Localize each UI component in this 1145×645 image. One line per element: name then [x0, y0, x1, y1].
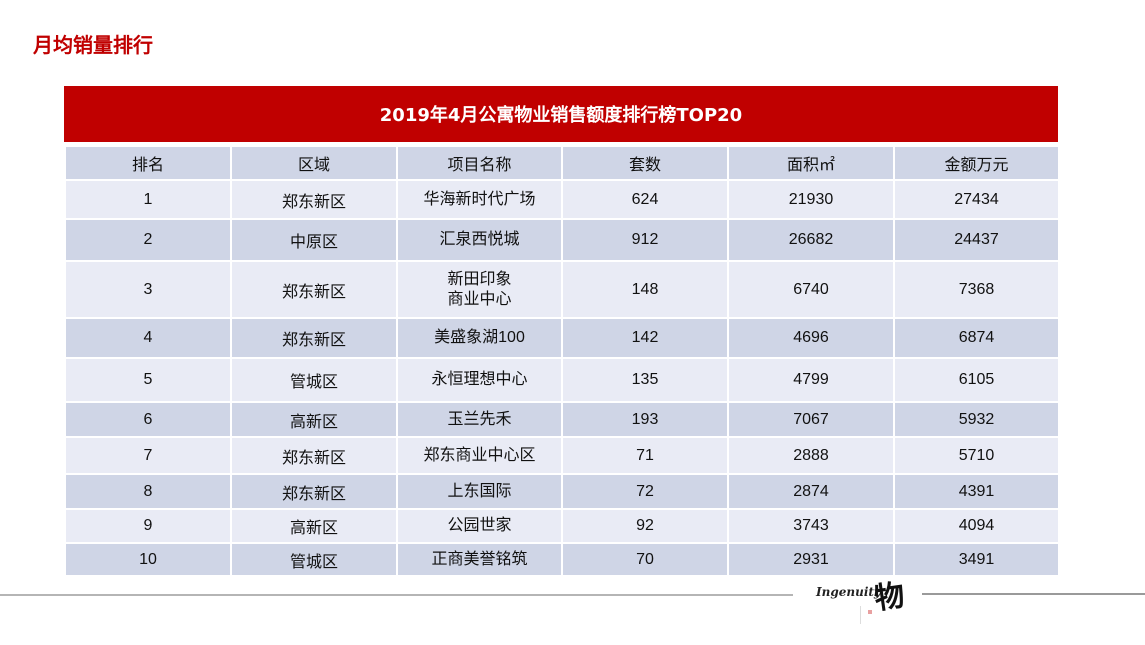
project-name: 郑东商业中心区 — [423, 446, 536, 464]
cell-district: 郑东新区 — [230, 260, 398, 319]
project-name: 上东国际 — [447, 482, 512, 500]
table-header-row: 排名 区域 项目名称 套数 面积㎡ 金额万元 — [64, 145, 1060, 181]
table-row: 2 中原区 汇泉西悦城 912 26682 24437 — [64, 218, 1060, 262]
cell-area: 2931 — [727, 542, 895, 577]
cell-district: 中原区 — [230, 218, 398, 262]
cell-district: 郑东新区 — [230, 317, 398, 359]
ranking-table: 排名 区域 项目名称 套数 面积㎡ 金额万元 1 郑东新区 华海新时代广场 62… — [64, 145, 1060, 577]
page-heading: 月均销量排行 — [33, 33, 153, 57]
table-row: 6 高新区 玉兰先禾 193 7067 5932 — [64, 401, 1060, 438]
table-row: 7 郑东新区 郑东商业中心区 71 2888 5710 — [64, 436, 1060, 475]
cell-units: 142 — [561, 317, 729, 359]
column-header-district: 区域 — [230, 145, 398, 181]
cell-amount: 6874 — [893, 317, 1060, 359]
cell-amount: 6105 — [893, 357, 1060, 403]
logo-seal-line — [860, 606, 861, 624]
table-title: 2019年4月公寓物业销售额度排行榜TOP20 — [64, 86, 1058, 145]
cell-rank: 6 — [64, 401, 232, 438]
cell-rank: 5 — [64, 357, 232, 403]
project-name: 华海新时代广场 — [423, 190, 536, 208]
project-name: 玉兰先禾 — [447, 410, 512, 428]
project-name: 正商美誉铭筑 — [431, 550, 528, 568]
cell-units: 912 — [561, 218, 729, 262]
cell-area: 3743 — [727, 508, 895, 544]
cell-rank: 8 — [64, 473, 232, 510]
cell-amount: 7368 — [893, 260, 1060, 319]
table-row: 4 郑东新区 美盛象湖100 142 4696 6874 — [64, 317, 1060, 359]
column-header-amount: 金额万元 — [893, 145, 1060, 181]
cell-units: 72 — [561, 473, 729, 510]
cell-area: 2874 — [727, 473, 895, 510]
calligraphy-logo-icon: 物 — [872, 578, 907, 617]
cell-area: 26682 — [727, 218, 895, 262]
cell-district: 高新区 — [230, 401, 398, 438]
cell-units: 624 — [561, 179, 729, 220]
cell-amount: 5710 — [893, 436, 1060, 475]
cell-project: 公园世家 — [396, 508, 563, 544]
cell-district: 郑东新区 — [230, 436, 398, 475]
project-name: 公园世家 — [447, 517, 512, 534]
cell-amount: 27434 — [893, 179, 1060, 220]
table-row: 5 管城区 永恒理想中心 135 4799 6105 — [64, 357, 1060, 403]
cell-district: 郑东新区 — [230, 473, 398, 510]
cell-area: 4696 — [727, 317, 895, 359]
cell-units: 71 — [561, 436, 729, 475]
cell-area: 4799 — [727, 357, 895, 403]
cell-amount: 4094 — [893, 508, 1060, 544]
cell-project: 永恒理想中心 — [396, 357, 563, 403]
cell-district: 高新区 — [230, 508, 398, 544]
column-header-units: 套数 — [561, 145, 729, 181]
cell-project: 新田印象 商业中心 — [396, 260, 563, 319]
cell-project: 华海新时代广场 — [396, 179, 563, 220]
footer-divider-left — [0, 594, 793, 596]
cell-units: 193 — [561, 401, 729, 438]
cell-area: 7067 — [727, 401, 895, 438]
project-name: 汇泉西悦城 — [439, 231, 520, 248]
ranking-table-container: 2019年4月公寓物业销售额度排行榜TOP20 排名 区域 项目名称 套数 面积… — [64, 86, 1060, 577]
project-name: 永恒理想中心 — [431, 371, 528, 388]
column-header-project: 项目名称 — [396, 145, 563, 181]
cell-rank: 10 — [64, 542, 232, 577]
cell-rank: 9 — [64, 508, 232, 544]
ingenuity-logo: Ingenuity 物 — [812, 572, 920, 624]
cell-units: 70 — [561, 542, 729, 577]
cell-amount: 3491 — [893, 542, 1060, 577]
cell-project: 郑东商业中心区 — [396, 436, 563, 475]
table-row: 1 郑东新区 华海新时代广场 624 21930 27434 — [64, 179, 1060, 220]
project-name-line-1: 新田印象 — [447, 270, 512, 288]
cell-rank: 4 — [64, 317, 232, 359]
cell-rank: 1 — [64, 179, 232, 220]
cell-amount: 5932 — [893, 401, 1060, 438]
cell-district: 郑东新区 — [230, 179, 398, 220]
cell-amount: 24437 — [893, 218, 1060, 262]
cell-units: 92 — [561, 508, 729, 544]
cell-district: 管城区 — [230, 357, 398, 403]
table-row: 3 郑东新区 新田印象 商业中心 148 6740 7368 — [64, 260, 1060, 319]
project-name-line-2: 商业中心 — [447, 290, 512, 308]
column-header-rank: 排名 — [64, 145, 232, 181]
cell-rank: 2 — [64, 218, 232, 262]
cell-rank: 7 — [64, 436, 232, 475]
cell-project: 上东国际 — [396, 473, 563, 510]
cell-project: 汇泉西悦城 — [396, 218, 563, 262]
cell-district: 管城区 — [230, 542, 398, 577]
cell-project: 美盛象湖100 — [396, 317, 563, 359]
column-header-area: 面积㎡ — [727, 145, 895, 181]
cell-rank: 3 — [64, 260, 232, 319]
table-row: 10 管城区 正商美誉铭筑 70 2931 3491 — [64, 542, 1060, 577]
cell-units: 148 — [561, 260, 729, 319]
cell-amount: 4391 — [893, 473, 1060, 510]
cell-project: 玉兰先禾 — [396, 401, 563, 438]
footer-divider-right — [922, 593, 1145, 595]
table-row: 8 郑东新区 上东国际 72 2874 4391 — [64, 473, 1060, 510]
table-row: 9 高新区 公园世家 92 3743 4094 — [64, 508, 1060, 544]
cell-project: 正商美誉铭筑 — [396, 542, 563, 577]
cell-area: 2888 — [727, 436, 895, 475]
cell-area: 6740 — [727, 260, 895, 319]
project-name: 美盛象湖100 — [434, 329, 525, 346]
cell-units: 135 — [561, 357, 729, 403]
cell-area: 21930 — [727, 179, 895, 220]
logo-seal-icon — [868, 610, 872, 614]
logo-text: Ingenuity — [816, 585, 881, 599]
